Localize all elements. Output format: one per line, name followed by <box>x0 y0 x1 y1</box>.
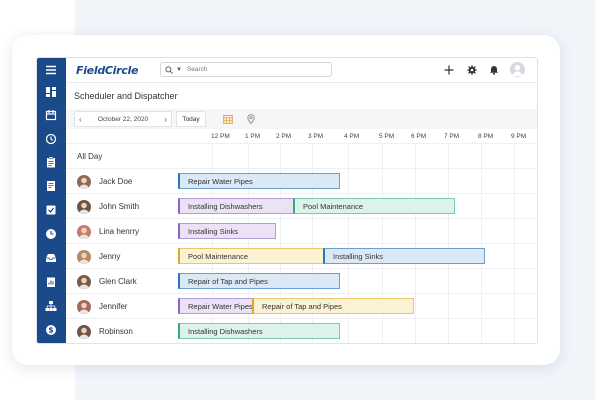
job-event[interactable]: Repair Water Pipes <box>178 173 340 189</box>
technician-name: Robinson <box>99 327 133 336</box>
sitemap-icon[interactable] <box>45 300 57 312</box>
job-event[interactable]: Repair of Tap and Pipes <box>178 273 340 289</box>
clipboard-icon[interactable] <box>45 156 57 168</box>
job-event[interactable]: Installing Sinks <box>323 248 485 264</box>
technician-avatar <box>77 174 91 189</box>
user-avatar-icon[interactable] <box>510 62 525 77</box>
search-icon <box>165 61 173 79</box>
time-tick: 5 PM <box>379 133 395 140</box>
technician-name: Jennifer <box>99 302 128 311</box>
technician-label[interactable]: Robinson <box>77 319 133 343</box>
dollar-icon[interactable]: $ <box>45 324 57 336</box>
technician-avatar <box>77 274 91 289</box>
dashboard-icon[interactable] <box>45 86 57 98</box>
time-tick: 1 PM <box>245 133 261 140</box>
time-tick: 6 PM <box>411 133 427 140</box>
plus-icon[interactable] <box>443 64 454 75</box>
technician-avatar <box>77 299 91 314</box>
report-icon[interactable] <box>45 276 57 288</box>
technician-label[interactable]: John Smith <box>77 194 139 219</box>
job-event[interactable]: Repair Water Pipes <box>178 298 256 314</box>
clock-icon[interactable] <box>45 228 57 240</box>
technician-avatar <box>77 224 91 239</box>
job-event[interactable]: Pool Maintenance <box>293 198 455 214</box>
technician-row: John Smith Installing Dishwashers Pool Mai… <box>66 193 537 218</box>
svg-text:$: $ <box>48 326 53 335</box>
technician-row: Robinson Installing Dishwashers <box>66 318 537 343</box>
technician-avatar <box>77 324 91 339</box>
technician-label[interactable]: Lina henrry <box>77 219 139 244</box>
technician-name: Lina henrry <box>99 227 140 236</box>
technician-label[interactable]: Jenny <box>77 244 120 269</box>
app-window: $ FieldCircle ▼ Scheduler and Dispatcher… <box>36 57 538 344</box>
sidebar: $ <box>37 58 66 343</box>
calendar-view-icon[interactable] <box>220 111 236 127</box>
technician-name: Jack Doe <box>99 177 133 186</box>
bell-icon[interactable] <box>488 64 499 75</box>
technician-label[interactable]: Jack Doe <box>77 169 132 194</box>
map-pin-icon[interactable] <box>243 111 259 127</box>
technician-row: Jennifer Repair Water Pipes Repair of Tap … <box>66 293 537 318</box>
invoice-icon[interactable] <box>45 180 57 192</box>
job-event[interactable]: Installing Sinks <box>178 223 276 239</box>
dispatch-icon[interactable] <box>45 133 57 145</box>
chevron-left-icon[interactable]: ‹ <box>79 114 82 124</box>
chevron-right-icon[interactable]: › <box>164 114 167 124</box>
time-tick: 8 PM <box>478 133 494 140</box>
time-tick: 9 PM <box>511 133 527 140</box>
date-navigator: ‹ October 22, 2020 › <box>74 111 172 127</box>
calendar-icon[interactable] <box>45 109 57 121</box>
all-day-label: All Day <box>77 152 103 161</box>
technician-row: Jenny Pool Maintenance Installing Sinks <box>66 243 537 268</box>
technician-name: Jenny <box>99 252 121 261</box>
topbar: FieldCircle ▼ <box>66 58 537 83</box>
app-logo[interactable]: FieldCircle <box>76 64 139 77</box>
technician-name: John Smith <box>99 202 140 211</box>
inbox-icon[interactable] <box>45 252 57 264</box>
time-tick: 4 PM <box>344 133 360 140</box>
time-tick: 7 PM <box>444 133 460 140</box>
job-event[interactable]: Pool Maintenance <box>178 248 324 264</box>
current-date[interactable]: October 22, 2020 <box>97 115 149 123</box>
technician-row: Lina henrry Installing Sinks <box>66 218 537 243</box>
chevron-down-icon[interactable]: ▼ <box>176 66 182 73</box>
technician-avatar <box>77 199 91 214</box>
job-event[interactable]: Repair of Tap and Pipes <box>252 298 414 314</box>
search-box[interactable]: ▼ <box>160 62 332 77</box>
date-toolbar: ‹ October 22, 2020 › Today <box>66 109 537 129</box>
search-input[interactable] <box>186 66 307 73</box>
time-header: 12 PM 1 PM 2 PM 3 PM 4 PM 5 PM 6 PM 7 PM 8 PM 9 P… <box>66 129 537 143</box>
today-button[interactable]: Today <box>176 111 206 127</box>
technician-label[interactable]: Glen Clark <box>77 269 137 294</box>
time-tick: 2 PM <box>276 133 292 140</box>
technician-row: Glen Clark Repair of Tap and Pipes <box>66 268 537 293</box>
time-tick: 12 PM <box>211 133 230 140</box>
gear-icon[interactable] <box>466 64 477 75</box>
all-day-row: All Day <box>66 143 537 168</box>
menu-icon[interactable] <box>45 64 57 76</box>
checklist-icon[interactable] <box>45 204 57 216</box>
technician-name: Glen Clark <box>99 277 137 286</box>
job-event[interactable]: Installing Dishwashers <box>178 198 294 214</box>
time-tick: 3 PM <box>308 133 324 140</box>
page-title: Scheduler and Dispatcher <box>74 91 178 101</box>
schedule-grid: All Day Jack Doe Repair Water Pipes John S… <box>66 143 537 343</box>
technician-avatar <box>77 249 91 264</box>
job-event[interactable]: Installing Dishwashers <box>178 323 340 339</box>
technician-label[interactable]: Jennifer <box>77 294 127 319</box>
technician-row: Jack Doe Repair Water Pipes <box>66 168 537 193</box>
